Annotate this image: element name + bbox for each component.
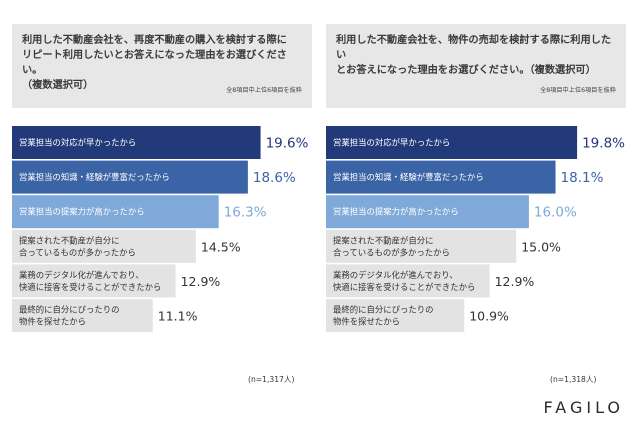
category-label: 最終的に自分にぴったりの物件を探せたから [333,305,434,327]
question-box: 利用した不動産会社を、再度不動産の購入を検討する際に リピート利用したいとお答え… [12,24,312,108]
chart-title: 利用した不動産会社を、物件の売却を検討する際に利用したい とお答えになった理由を… [336,35,612,76]
category-label: 営業担当の対応が早かったから [333,138,450,148]
chart-subtitle: 全8項目中上位6項目を抜粋 [540,87,616,94]
sample-size: (n=1,318人) [550,375,597,384]
bar [12,126,261,159]
value-label: 12.9% [181,274,221,289]
category-label: 業務のデジタル化が進んでおり、快適に接客を受けることができたから [333,270,475,292]
right-chart-panel: 利用した不動産会社を、物件の売却を検討する際に利用したい とお答えになった理由を… [326,0,628,392]
bar-chart-svg: 営業担当の対応が早かったから 19.8% 営業担当の知識・経験が豊富だったから 18.… [326,126,625,332]
value-label: 16.0% [534,205,577,221]
category-label: 業務のデジタル化が進んでおり、快適に接客を受けることができたから [19,270,161,292]
bar [12,229,196,263]
bar-chart: 営業担当の対応が早かったから 19.8% 営業担当の知識・経験が豊富だったから 18.… [326,126,628,356]
chart-title: 利用した不動産会社を、再度不動産の購入を検討する際に リピート利用したいとお答え… [22,35,287,91]
bar [12,195,219,229]
brand-logo: FAGILO [543,398,624,417]
value-label: 19.6% [266,136,309,152]
value-label: 10.9% [469,309,509,324]
bar-chart-svg: 営業担当の対応が早かったから 19.6% 営業担当の知識・経験が豊富だったから 18.… [12,126,309,332]
sample-size: (n=1,317人) [248,375,295,384]
question-box: 利用した不動産会社を、物件の売却を検討する際に利用したい とお答えになった理由を… [326,24,626,108]
bar [12,160,248,194]
chart-subtitle: 全8項目中上位6項目を抜粋 [226,87,302,94]
bar [326,264,490,298]
bar-chart: 営業担当の対応が早かったから 19.6% 営業担当の知識・経験が豊富だったから 18.… [12,126,314,356]
value-label: 18.6% [253,170,296,186]
category-label: 最終的に自分にぴったりの物件を探せたから [19,305,120,327]
value-label: 15.0% [521,239,561,254]
category-label: 営業担当の対応が早かったから [19,138,136,148]
category-label: 提案された不動産が自分に合っているものが多かったから [333,235,450,257]
bar [326,195,529,229]
bar [326,126,578,159]
value-label: 16.3% [224,205,267,221]
bar [12,299,153,332]
bar [326,229,517,263]
category-label: 営業担当の知識・経験が豊富だったから [333,172,484,182]
value-label: 18.1% [561,170,604,186]
category-label: 提案された不動産が自分に合っているものが多かったから [19,235,136,257]
bar [326,299,465,332]
value-label: 11.1% [158,309,198,324]
value-label: 19.8% [582,136,625,152]
category-label: 営業担当の提案力が高かったから [19,207,145,217]
bar [326,160,556,194]
left-chart-panel: 利用した不動産会社を、再度不動産の購入を検討する際に リピート利用したいとお答え… [12,0,314,392]
category-label: 営業担当の知識・経験が豊富だったから [19,172,170,182]
value-label: 12.9% [495,274,535,289]
category-label: 営業担当の提案力が高かったから [333,207,459,217]
bar [12,264,176,298]
value-label: 14.5% [201,239,241,254]
